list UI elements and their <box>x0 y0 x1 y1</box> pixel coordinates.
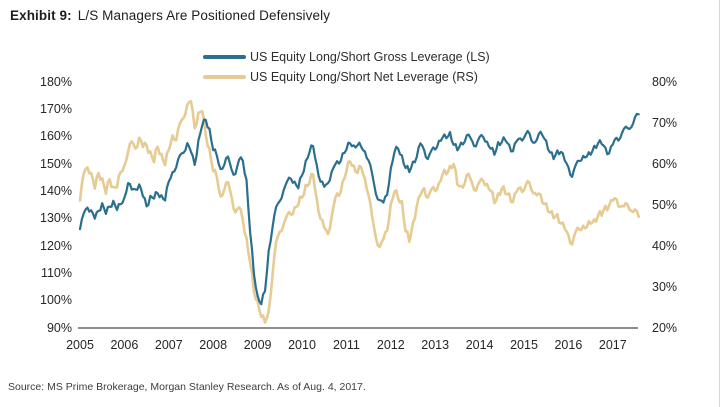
right-axis-tick: 20% <box>652 320 678 335</box>
legend-item-gross: US Equity Long/Short Gross Leverage (LS) <box>203 47 490 67</box>
gross-leverage-line <box>78 112 640 306</box>
left-axis-tick: 160% <box>40 129 72 144</box>
legend: US Equity Long/Short Gross Leverage (LS)… <box>203 47 490 87</box>
net-legend-label: US Equity Long/Short Net Leverage (RS) <box>250 70 478 84</box>
right-axis-tick: 50% <box>652 197 678 212</box>
x-axis-year-label: 2013 <box>421 338 450 352</box>
x-axis-year-label: 2007 <box>154 338 183 352</box>
left-axis-tick: 120% <box>40 238 72 253</box>
net-leverage-line <box>78 99 641 324</box>
x-axis-year-label: 2008 <box>199 338 228 352</box>
x-axis-year-label: 2011 <box>332 338 360 352</box>
right-axis-tick: 40% <box>652 238 678 253</box>
legend-item-net: US Equity Long/Short Net Leverage (RS) <box>203 67 490 87</box>
right-axis-tick: 60% <box>652 156 678 171</box>
x-axis-year-label: 2015 <box>510 338 538 352</box>
gross-legend-label: US Equity Long/Short Gross Leverage (LS) <box>250 50 490 64</box>
net-line-swatch-icon <box>203 75 246 79</box>
x-axis-year-label: 2017 <box>598 338 627 352</box>
right-axis-tick: 30% <box>652 279 678 294</box>
gross-line-swatch-icon <box>203 55 246 59</box>
left-axis-tick: 180% <box>40 74 72 89</box>
x-axis-year-label: 2006 <box>110 338 139 352</box>
right-axis-tick: 80% <box>652 74 678 89</box>
x-axis-year-label: 2009 <box>243 338 272 352</box>
x-axis-year-label: 2005 <box>66 338 94 352</box>
source-note: Source: MS Prime Brokerage, Morgan Stanl… <box>8 381 366 393</box>
x-axis-year-label: 2010 <box>288 338 316 352</box>
x-axis-year-label: 2016 <box>554 338 583 352</box>
left-axis-tick: 140% <box>40 183 72 198</box>
left-axis-tick: 110% <box>40 265 72 280</box>
chart-title: Exhibit 9: L/S Managers Are Positioned De… <box>10 8 330 23</box>
left-axis-tick: 170% <box>40 101 72 116</box>
right-axis-tick: 70% <box>652 115 678 130</box>
left-axis-tick: 90% <box>46 320 72 335</box>
x-axis-year-label: 2014 <box>465 338 494 352</box>
left-axis-tick: 100% <box>40 293 72 308</box>
x-axis-year-label: 2012 <box>376 338 405 352</box>
left-axis-tick: 130% <box>40 211 72 226</box>
chart-title-text: L/S Managers Are Positioned Defensively <box>77 8 331 23</box>
exhibit-number: Exhibit 9: <box>10 8 72 23</box>
left-axis-tick: 150% <box>40 156 72 171</box>
